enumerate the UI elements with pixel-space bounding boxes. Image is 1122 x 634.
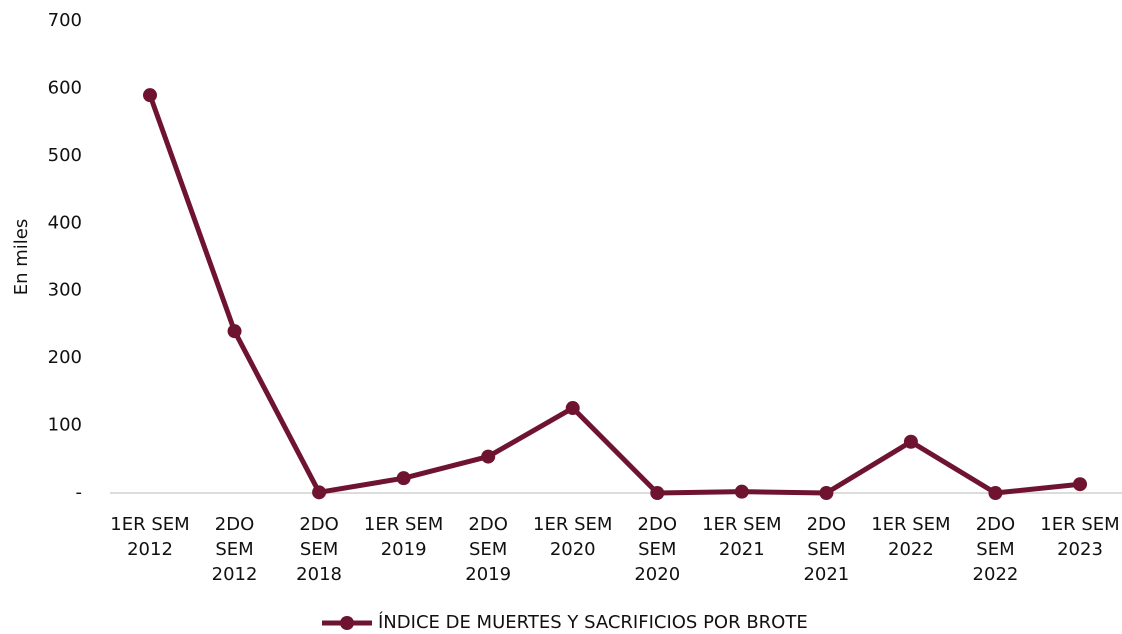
y-tick-label: 700 <box>48 10 82 31</box>
marker <box>565 401 580 416</box>
y-tick-label: 600 <box>48 77 82 98</box>
y-axis-label: En miles <box>11 219 32 296</box>
x-tick-label: 1ER SEM 2019 <box>363 514 444 560</box>
line <box>147 94 1081 496</box>
marker <box>650 486 665 500</box>
marker <box>481 449 496 464</box>
y-tick-label: 100 <box>48 415 82 436</box>
x-tick-label: 2DO SEM 2022 <box>972 514 1019 585</box>
x-tick-label: 2DO SEM 2019 <box>465 514 512 585</box>
marker <box>903 434 918 449</box>
marker <box>819 486 834 500</box>
y-tick-label: 300 <box>48 280 82 301</box>
y-tick-label: 200 <box>48 347 82 368</box>
marker <box>312 485 327 500</box>
y-tick-label: 500 <box>48 145 82 166</box>
y-tick-label: - <box>76 482 83 503</box>
marker <box>396 471 411 486</box>
x-tick-label: 1ER SEM 2012 <box>110 514 190 560</box>
x-tick-label: 2DO SEM 2020 <box>634 514 681 585</box>
marker <box>988 486 1003 500</box>
x-tick-label: 2DO SEM 2012 <box>211 514 258 585</box>
x-tick-label: 1ER SEM 2020 <box>533 514 613 560</box>
y-tick-label: 400 <box>48 212 82 233</box>
marker <box>734 484 749 499</box>
x-tick-label: 2DO SEM 2021 <box>803 514 850 585</box>
x-tick-label: 1ER SEM 2023 <box>1040 514 1120 560</box>
marker <box>227 324 242 339</box>
marker <box>143 88 157 103</box>
x-tick-label: 2DO SEM 2018 <box>296 514 342 585</box>
marker <box>1073 477 1087 492</box>
x-tick-label: 1ER SEM 2021 <box>702 514 782 560</box>
x-tick-label: 1ER SEM 2022 <box>871 514 951 560</box>
legend-marker <box>340 616 354 630</box>
legend-label: ÍNDICE DE MUERTES Y SACRIFICIOS POR BROT… <box>378 611 808 633</box>
